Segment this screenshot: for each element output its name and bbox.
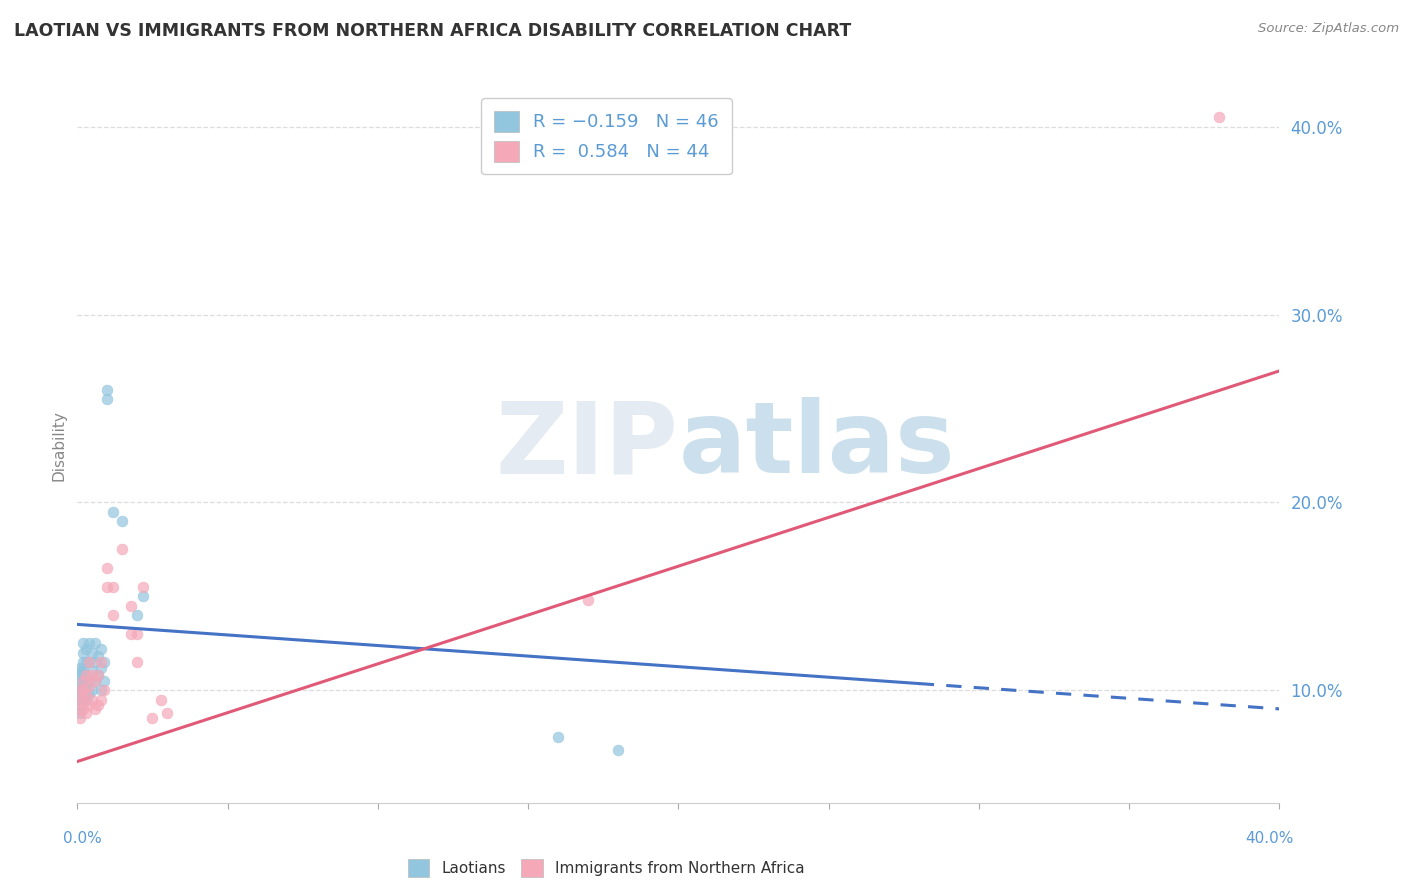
Point [72,655,94,669]
Text: 40.0%: 40.0% [1246,831,1294,846]
Point [75,706,97,720]
Point [72,636,94,650]
Point [127,607,149,622]
Point [150,692,173,706]
Point [84,673,107,688]
Point [72,683,94,698]
Point [75,687,97,701]
Point [69,711,91,725]
Point [1208,111,1230,125]
Point [82,692,104,706]
Point [72,683,94,698]
Point [103,607,125,622]
Point [82,646,104,660]
Point [96,392,118,406]
Point [69,698,91,713]
Point [69,683,91,698]
Point [87,649,110,664]
Point [90,683,112,698]
Point [87,698,110,713]
Text: 0.0%: 0.0% [63,831,103,846]
Point [75,668,97,682]
Point [75,679,97,693]
Point [127,655,149,669]
Text: Source: ZipAtlas.com: Source: ZipAtlas.com [1258,22,1399,36]
Point [111,514,134,528]
Point [75,641,97,656]
Point [72,692,94,706]
Point [84,636,107,650]
Point [69,679,91,693]
Point [69,683,91,698]
Point [69,687,91,701]
Text: ZIP: ZIP [495,398,679,494]
Point [132,589,155,603]
Point [69,665,91,679]
Point [90,660,112,674]
Point [141,711,163,725]
Point [69,660,91,674]
Text: atlas: atlas [679,398,955,494]
Point [72,673,94,688]
Point [84,655,107,669]
Point [90,692,112,706]
Point [72,702,94,716]
Point [79,655,101,669]
Point [90,655,112,669]
Point [84,673,107,688]
Point [72,673,94,688]
Point [93,683,115,698]
Point [69,692,91,706]
Point [82,668,104,682]
Point [87,668,110,682]
Legend: Laotians, Immigrants from Northern Africa: Laotians, Immigrants from Northern Afric… [402,854,811,883]
Point [547,730,569,744]
Point [69,692,91,706]
Point [607,743,630,757]
Point [79,655,101,669]
Point [156,706,179,720]
Point [69,673,91,688]
Point [79,636,101,650]
Point [72,646,94,660]
Point [576,593,599,607]
Point [75,655,97,669]
Point [93,673,115,688]
Point [75,668,97,682]
Point [120,599,142,613]
Point [132,580,155,594]
Point [82,665,104,679]
Point [111,542,134,557]
Point [103,505,125,519]
Point [84,702,107,716]
Text: LAOTIAN VS IMMIGRANTS FROM NORTHERN AFRICA DISABILITY CORRELATION CHART: LAOTIAN VS IMMIGRANTS FROM NORTHERN AFRI… [14,22,851,40]
Point [72,692,94,706]
Point [82,683,104,698]
Point [90,641,112,656]
Point [75,692,97,706]
Point [127,627,149,641]
Point [96,580,118,594]
Point [79,687,101,701]
Point [79,679,101,693]
Point [69,702,91,716]
Y-axis label: Disability: Disability [51,410,66,482]
Point [96,383,118,397]
Point [96,561,118,575]
Point [87,668,110,682]
Point [120,627,142,641]
Point [79,673,101,688]
Point [93,655,115,669]
Point [69,706,91,720]
Point [79,698,101,713]
Point [69,668,91,682]
Point [72,665,94,679]
Point [103,580,125,594]
